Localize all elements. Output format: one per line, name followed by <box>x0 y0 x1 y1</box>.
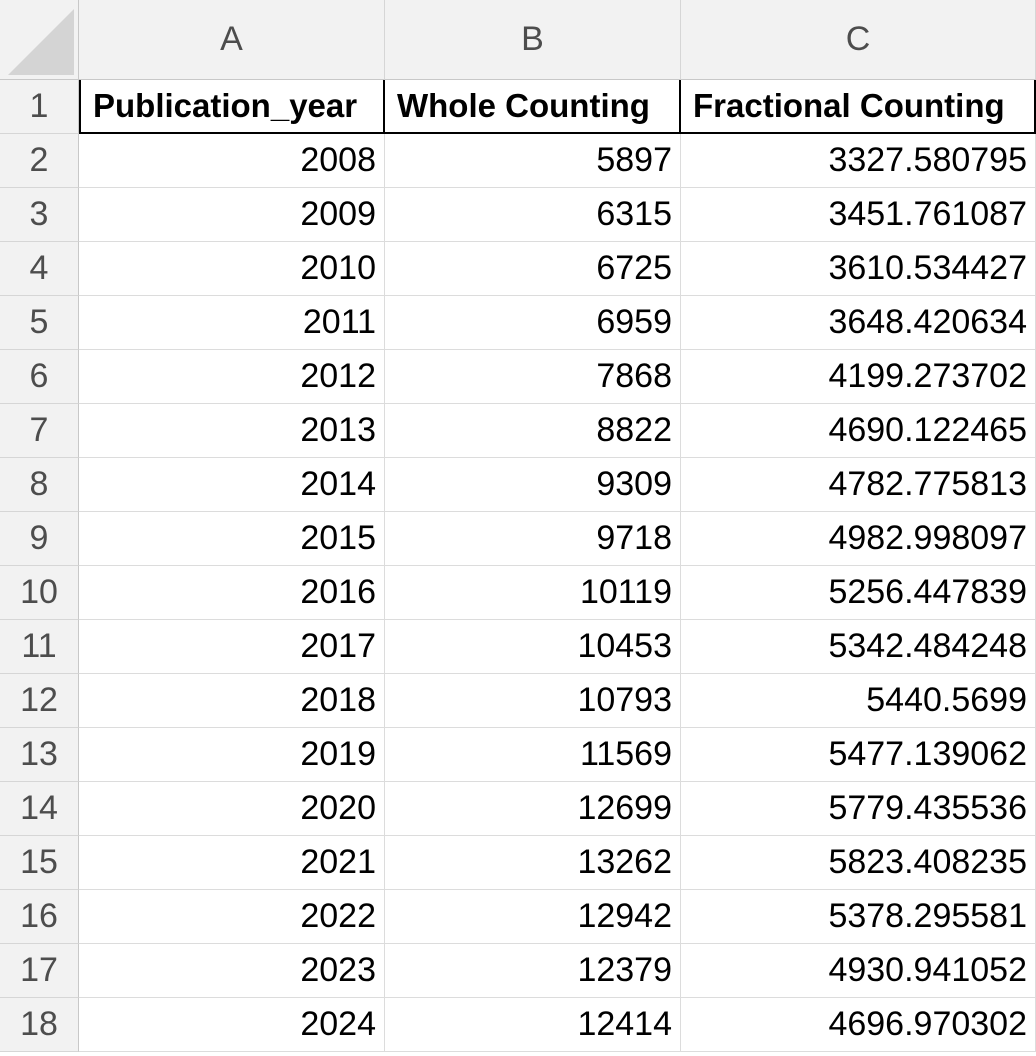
cell-c16[interactable]: 5378.295581 <box>681 890 1036 944</box>
row-header-3[interactable]: 3 <box>0 188 79 242</box>
row-header-8[interactable]: 8 <box>0 458 79 512</box>
cell-b18[interactable]: 12414 <box>385 998 681 1052</box>
cell-a13[interactable]: 2019 <box>79 728 385 782</box>
column-header-a[interactable]: A <box>79 0 385 80</box>
row-header-16[interactable]: 16 <box>0 890 79 944</box>
row-header-7[interactable]: 7 <box>0 404 79 458</box>
cell-c2[interactable]: 3327.580795 <box>681 134 1036 188</box>
cell-c14[interactable]: 5779.435536 <box>681 782 1036 836</box>
row-header-6[interactable]: 6 <box>0 350 79 404</box>
row-header-2[interactable]: 2 <box>0 134 79 188</box>
cell-b1[interactable]: Whole Counting <box>385 80 681 134</box>
cell-c6[interactable]: 4199.273702 <box>681 350 1036 404</box>
select-all-triangle-icon <box>8 9 74 75</box>
cell-c9[interactable]: 4982.998097 <box>681 512 1036 566</box>
select-all-button[interactable] <box>0 0 79 80</box>
cell-b2[interactable]: 5897 <box>385 134 681 188</box>
cell-c10[interactable]: 5256.447839 <box>681 566 1036 620</box>
row-header-1[interactable]: 1 <box>0 80 79 134</box>
cell-a8[interactable]: 2014 <box>79 458 385 512</box>
cell-a10[interactable]: 2016 <box>79 566 385 620</box>
row-header-12[interactable]: 12 <box>0 674 79 728</box>
cell-b11[interactable]: 10453 <box>385 620 681 674</box>
cell-a18[interactable]: 2024 <box>79 998 385 1052</box>
cell-b8[interactable]: 9309 <box>385 458 681 512</box>
cell-a4[interactable]: 2010 <box>79 242 385 296</box>
cell-c17[interactable]: 4930.941052 <box>681 944 1036 998</box>
cell-c5[interactable]: 3648.420634 <box>681 296 1036 350</box>
cell-a12[interactable]: 2018 <box>79 674 385 728</box>
row-header-18[interactable]: 18 <box>0 998 79 1052</box>
cell-b16[interactable]: 12942 <box>385 890 681 944</box>
cell-b10[interactable]: 10119 <box>385 566 681 620</box>
row-header-17[interactable]: 17 <box>0 944 79 998</box>
cell-c8[interactable]: 4782.775813 <box>681 458 1036 512</box>
cell-a2[interactable]: 2008 <box>79 134 385 188</box>
cell-a17[interactable]: 2023 <box>79 944 385 998</box>
cell-b17[interactable]: 12379 <box>385 944 681 998</box>
cell-a11[interactable]: 2017 <box>79 620 385 674</box>
row-header-5[interactable]: 5 <box>0 296 79 350</box>
cell-c3[interactable]: 3451.761087 <box>681 188 1036 242</box>
cell-a5[interactable]: 2011 <box>79 296 385 350</box>
row-header-14[interactable]: 14 <box>0 782 79 836</box>
row-header-15[interactable]: 15 <box>0 836 79 890</box>
cell-b9[interactable]: 9718 <box>385 512 681 566</box>
cell-a15[interactable]: 2021 <box>79 836 385 890</box>
cell-a7[interactable]: 2013 <box>79 404 385 458</box>
column-header-b[interactable]: B <box>385 0 681 80</box>
cell-c7[interactable]: 4690.122465 <box>681 404 1036 458</box>
cell-a9[interactable]: 2015 <box>79 512 385 566</box>
cell-b14[interactable]: 12699 <box>385 782 681 836</box>
cell-c15[interactable]: 5823.408235 <box>681 836 1036 890</box>
cell-c4[interactable]: 3610.534427 <box>681 242 1036 296</box>
cell-b4[interactable]: 6725 <box>385 242 681 296</box>
cell-a14[interactable]: 2020 <box>79 782 385 836</box>
cell-b13[interactable]: 11569 <box>385 728 681 782</box>
cell-c12[interactable]: 5440.5699 <box>681 674 1036 728</box>
cell-b12[interactable]: 10793 <box>385 674 681 728</box>
cell-b3[interactable]: 6315 <box>385 188 681 242</box>
row-header-10[interactable]: 10 <box>0 566 79 620</box>
cell-b7[interactable]: 8822 <box>385 404 681 458</box>
cell-c13[interactable]: 5477.139062 <box>681 728 1036 782</box>
cell-a1[interactable]: Publication_year <box>79 80 385 134</box>
cell-c11[interactable]: 5342.484248 <box>681 620 1036 674</box>
column-header-c[interactable]: C <box>681 0 1036 80</box>
row-header-9[interactable]: 9 <box>0 512 79 566</box>
cell-a3[interactable]: 2009 <box>79 188 385 242</box>
cell-a6[interactable]: 2012 <box>79 350 385 404</box>
row-header-13[interactable]: 13 <box>0 728 79 782</box>
cell-b6[interactable]: 7868 <box>385 350 681 404</box>
row-header-11[interactable]: 11 <box>0 620 79 674</box>
cell-c1[interactable]: Fractional Counting <box>681 80 1036 134</box>
cell-a16[interactable]: 2022 <box>79 890 385 944</box>
cell-c18[interactable]: 4696.970302 <box>681 998 1036 1052</box>
cell-b15[interactable]: 13262 <box>385 836 681 890</box>
row-header-4[interactable]: 4 <box>0 242 79 296</box>
cell-b5[interactable]: 6959 <box>385 296 681 350</box>
